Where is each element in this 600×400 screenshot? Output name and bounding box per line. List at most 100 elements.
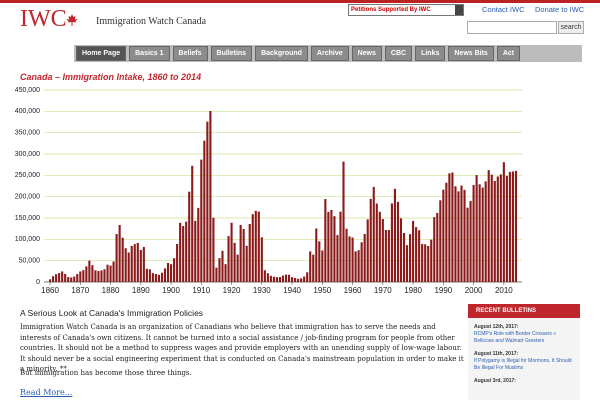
- bar: [263, 270, 266, 282]
- bar: [333, 216, 336, 282]
- nav-bar: Home Page Basics 1 Beliefs Bulletins Backgro…: [74, 45, 582, 62]
- donate-link[interactable]: Donate to IWC: [535, 5, 585, 14]
- bar: [281, 275, 285, 282]
- bar: [297, 278, 300, 282]
- bar: [157, 274, 161, 282]
- nav-button[interactable]: Links: [415, 46, 446, 61]
- bar: [369, 198, 372, 282]
- bar: [197, 207, 200, 282]
- bar: [221, 250, 224, 282]
- article-paragraph: Immigration Watch Canada is an organizat…: [20, 323, 464, 373]
- bar: [185, 221, 188, 282]
- bar: [194, 220, 197, 282]
- bar: [106, 264, 109, 282]
- x-tick-label: 1920: [223, 286, 241, 295]
- bulletin-date: August 3rd, 2017:: [474, 378, 516, 384]
- nav-button[interactable]: News Bits: [448, 46, 494, 61]
- bar: [312, 254, 315, 282]
- bar: [499, 174, 502, 282]
- y-tick-label: 450,000: [15, 87, 40, 94]
- nav-button[interactable]: Archive: [310, 46, 349, 61]
- bulletin-title[interactable]: RCMP's Role with Border Crossers » Belli…: [474, 331, 557, 344]
- search-input[interactable]: [467, 21, 557, 34]
- contact-link[interactable]: Contact IWC: [482, 5, 525, 14]
- bar: [88, 260, 91, 282]
- logo[interactable]: IWC: [20, 6, 67, 32]
- nav-button[interactable]: Act: [496, 46, 521, 61]
- petitions-select[interactable]: Petitions Supported By IWC: [348, 4, 464, 16]
- bar: [139, 249, 142, 282]
- bar: [103, 269, 106, 282]
- bar: [442, 189, 445, 282]
- top-bar: [0, 0, 600, 3]
- bar: [257, 211, 260, 282]
- read-more-link[interactable]: Read More...: [20, 388, 73, 397]
- bar: [357, 250, 360, 282]
- search-button[interactable]: search: [558, 21, 584, 34]
- bar: [354, 251, 357, 282]
- y-tick-label: 50,000: [19, 258, 41, 265]
- bar: [291, 277, 294, 282]
- bar: [351, 237, 354, 282]
- bar: [82, 270, 85, 282]
- bar: [463, 189, 466, 282]
- nav-button[interactable]: Bulletins: [210, 46, 253, 61]
- bar: [375, 203, 378, 282]
- x-tick-label: 1880: [102, 286, 120, 295]
- bar: [409, 234, 412, 282]
- bar: [433, 217, 436, 282]
- bar: [48, 279, 52, 282]
- x-tick-label: 1960: [344, 286, 362, 295]
- bar: [412, 220, 415, 282]
- nav-button[interactable]: Home Page: [76, 46, 127, 61]
- bar: [67, 277, 70, 282]
- bar: [387, 229, 390, 282]
- nav-button[interactable]: Background: [255, 46, 308, 61]
- bar: [321, 250, 324, 282]
- bar: [490, 174, 493, 282]
- x-tick-label: 1910: [192, 286, 210, 295]
- bar: [112, 261, 115, 282]
- bar: [212, 217, 215, 282]
- bar: [160, 272, 164, 282]
- x-tick-label: 1940: [283, 286, 301, 295]
- bar: [100, 270, 103, 282]
- bar: [448, 173, 451, 282]
- bar: [236, 254, 239, 282]
- bar: [309, 251, 312, 282]
- nav-button[interactable]: Basics 1: [129, 46, 170, 61]
- bar: [245, 245, 248, 282]
- bulletin-title[interactable]: If Polygamy is Illegal for Mormons, It S…: [474, 358, 572, 371]
- bar: [284, 274, 288, 282]
- bar: [200, 159, 203, 282]
- nav-button[interactable]: News: [351, 46, 382, 61]
- bar: [233, 242, 236, 282]
- bar: [182, 225, 185, 282]
- bar: [363, 233, 366, 282]
- x-tick-label: 1900: [162, 286, 180, 295]
- bar: [127, 252, 130, 282]
- y-tick-label: 100,000: [15, 236, 40, 243]
- bar: [421, 243, 424, 282]
- maple-leaf: [66, 14, 78, 26]
- y-tick-label: 350,000: [15, 130, 40, 137]
- bar: [502, 162, 505, 282]
- bar: [269, 275, 272, 282]
- y-tick-label: 150,000: [15, 215, 40, 222]
- bar: [372, 186, 375, 282]
- bar: [64, 273, 67, 282]
- bar: [294, 278, 297, 282]
- bar: [176, 243, 179, 282]
- bar: [154, 273, 157, 282]
- bar: [345, 228, 348, 282]
- bar: [457, 191, 460, 282]
- bar: [85, 266, 88, 282]
- bar: [427, 246, 430, 282]
- nav-button[interactable]: Beliefs: [172, 46, 208, 61]
- nav-button[interactable]: CBC: [384, 46, 413, 61]
- bar: [188, 191, 191, 282]
- bar: [315, 228, 318, 282]
- bar: [230, 222, 233, 282]
- bar: [287, 274, 291, 282]
- bar: [496, 176, 499, 282]
